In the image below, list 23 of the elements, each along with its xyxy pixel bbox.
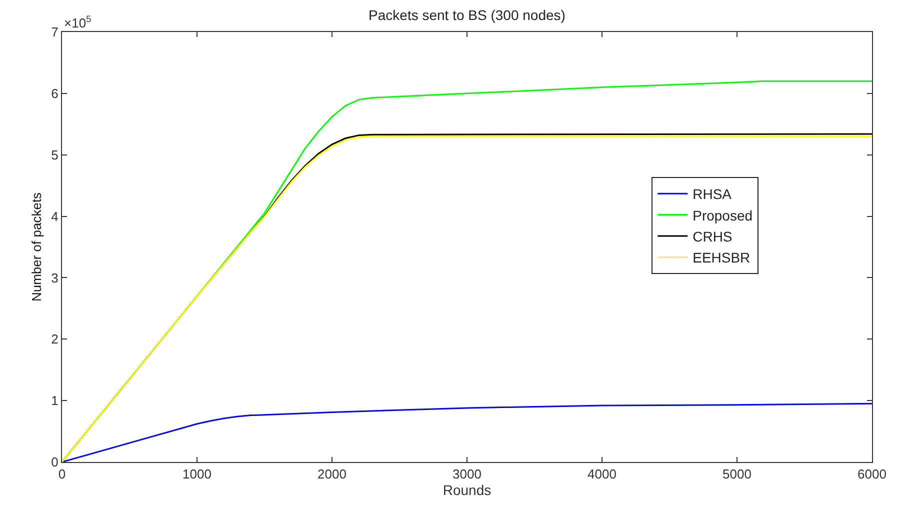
y-tick-label: 5	[51, 147, 58, 162]
y-tick-label: 2	[51, 332, 58, 347]
x-tick-label: 3000	[452, 466, 482, 482]
y-tick-label: 7	[51, 24, 58, 40]
x-tick-label: 1000	[182, 466, 212, 482]
y-tick-label: 4	[51, 208, 58, 224]
legend-label: CRHS	[692, 228, 732, 244]
x-tick-label: 2000	[318, 466, 346, 482]
x-axis-title: Rounds	[442, 482, 492, 498]
y-axis-title: Number of packets	[29, 192, 44, 302]
line-series	[62, 402, 872, 462]
x-tick-label: 6000	[858, 466, 886, 482]
text: ×10$^{5}$	[64, 14, 92, 30]
legend-label: EEHSBR	[692, 250, 750, 266]
x-tick-label: 4000	[588, 466, 616, 482]
legend-label: RHSA	[692, 186, 732, 202]
y-tick-label: 0	[51, 454, 58, 470]
y-tick-label: 6	[51, 86, 58, 101]
y-tick-label: 1	[51, 393, 58, 408]
y-tick-label: 3	[51, 270, 58, 286]
legend-label: Proposed	[692, 207, 753, 224]
chart-title: Packets sent to BS (300 nodes)	[368, 6, 566, 23]
x-tick-label: 5000	[722, 466, 752, 482]
